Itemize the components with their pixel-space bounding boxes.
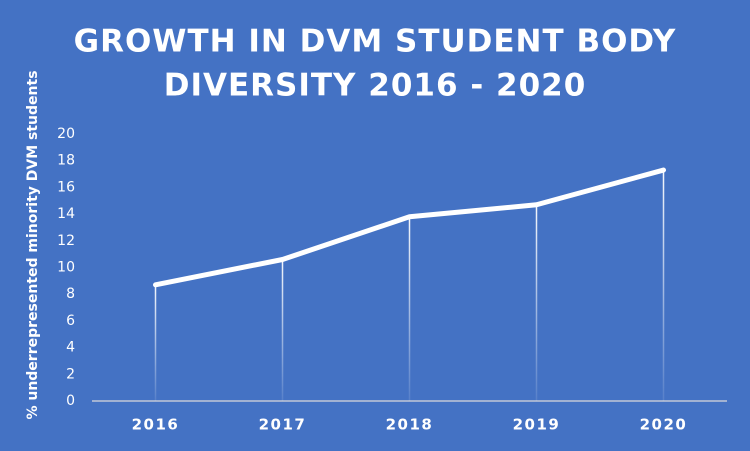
drop-line	[535, 204, 538, 401]
drop-line	[408, 216, 411, 401]
data-line	[153, 167, 666, 288]
drop-line	[281, 259, 284, 401]
y-tick-label: 14	[57, 206, 75, 222]
y-tick-label: 2	[66, 366, 75, 382]
x-tick-label: 2017	[259, 416, 307, 434]
y-tick-label: 12	[57, 233, 75, 249]
x-tick-label: 2020	[640, 416, 688, 434]
drop-line	[662, 170, 665, 401]
y-tick-label: 6	[66, 313, 75, 329]
y-tick-label: 4	[66, 340, 75, 356]
x-tick-label: 2016	[132, 416, 180, 434]
y-axis-label: % underrepresented minority DVM students	[25, 70, 41, 419]
y-tick-label: 18	[57, 153, 75, 169]
chart-title: GROWTH IN DVM STUDENT BODY	[74, 24, 677, 60]
y-tick-label: 8	[66, 286, 75, 302]
y-tick-label: 0	[66, 393, 75, 409]
y-tick-label: 20	[57, 126, 75, 142]
y-tick-label: 16	[57, 179, 75, 195]
x-tick-label: 2018	[386, 416, 434, 434]
x-tick-label: 2019	[513, 416, 561, 434]
y-tick-label: 10	[57, 260, 75, 276]
drop-line	[154, 284, 157, 401]
chart-title: DIVERSITY 2016 - 2020	[164, 68, 587, 104]
